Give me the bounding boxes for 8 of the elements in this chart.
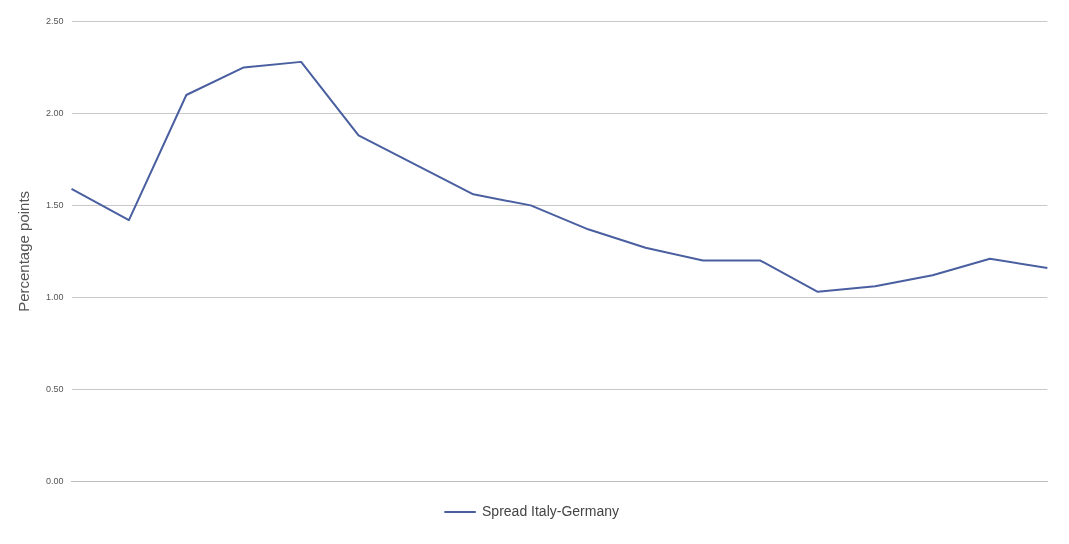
- y-tick-label: 2.00: [45, 107, 64, 118]
- y-tick-label: 0.50: [45, 383, 64, 394]
- y-tick-label: 1.00: [45, 291, 64, 302]
- legend-label: Spread Italy-Germany: [482, 502, 619, 519]
- y-tick-label: 0.00: [45, 475, 64, 486]
- y-tick-label: 1.50: [45, 199, 64, 210]
- y-axis-title: Percentage points: [15, 190, 33, 312]
- y-tick-label: 2.50: [45, 15, 64, 26]
